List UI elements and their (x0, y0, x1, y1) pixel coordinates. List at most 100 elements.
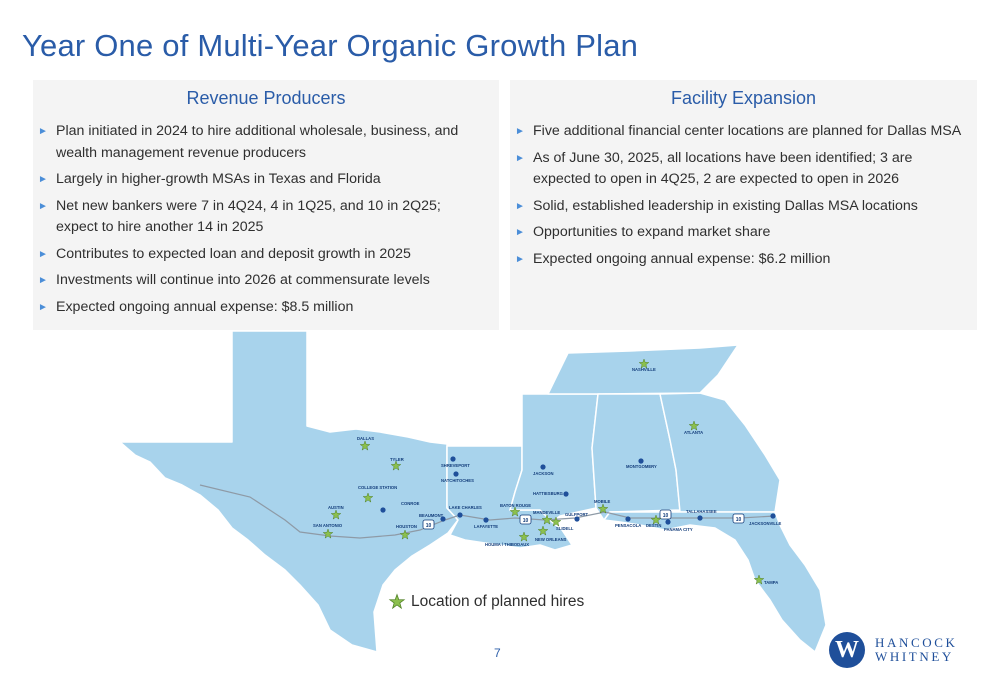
office-dot-icon (770, 513, 776, 519)
bullet-text: Opportunities to expand market share (533, 224, 771, 240)
city-label-college-station: COLLEGE STATION (358, 485, 397, 490)
bullet-item: ► Expected ongoing annual expense: $6.2 m… (510, 249, 963, 271)
bullet-text: As of June 30, 2025, all locations have … (533, 149, 913, 188)
city-label-destin: DESTIN (646, 523, 661, 528)
bullet-arrow-icon: ► (515, 253, 525, 265)
bullet-item: ► Expected ongoing annual expense: $8.5 m… (33, 297, 485, 319)
page-title: Year One of Multi-Year Organic Growth Pl… (22, 28, 639, 63)
route-shield-louisiana: 10 (519, 514, 532, 525)
bullet-arrow-icon: ► (515, 200, 525, 212)
office-dot-icon (483, 517, 489, 523)
office-dot-icon (563, 491, 569, 497)
route-shield-texas: 10 (422, 519, 435, 530)
page-number: 7 (494, 646, 501, 660)
bullet-text: Expected ongoing annual expense: $6.2 mi… (533, 250, 831, 267)
tennessee-shape (547, 344, 739, 395)
office-dot-icon (380, 507, 386, 513)
facility-expansion-panel: Facility Expansion ► Five additional fina… (510, 80, 977, 330)
bullet-item: ► Solid, established leadership in existi… (510, 196, 963, 218)
bullet-text: Plan initiated in 2024 to hire additiona… (56, 123, 459, 161)
bullet-arrow-icon: ► (515, 126, 525, 137)
interstate-10-line (199, 484, 776, 539)
bullet-arrow-icon: ► (515, 227, 525, 238)
office-dot-icon (665, 519, 671, 525)
city-label-jacksonville: JACKSONVILLE (749, 521, 782, 526)
route-10-label: 10 (523, 518, 529, 524)
bullet-item: ► Investments will continue into 2026 at … (33, 270, 485, 292)
bullet-item: ► Opportunities to expand market share (510, 222, 963, 244)
bullet-item: ► Five additional financial center locati… (510, 121, 963, 143)
city-label-san-antonio: SAN ANTONIO (313, 523, 343, 528)
office-dot-icon (638, 458, 644, 464)
bullet-arrow-icon: ► (38, 301, 48, 313)
route-10-label: 10 (736, 517, 742, 523)
bullet-item: ► As of June 30, 2025, all locations have… (510, 148, 963, 191)
city-label-hattiesburg: HATTIESBURG (533, 491, 563, 496)
revenue-producers-list: ► Plan initiated in 2024 to hire addition… (33, 121, 499, 318)
city-label-slidell: SLIDELL (556, 526, 574, 531)
office-dot-icon (625, 516, 631, 522)
route-shield-florida-west: 10 (659, 509, 672, 520)
bullet-item: ► Contributes to expected loan and deposi… (33, 244, 485, 266)
city-label-lake-charles: LAKE CHARLES (449, 505, 482, 510)
bullet-text: Largely in higher-growth MSAs in Texas a… (56, 171, 381, 187)
bullet-arrow-icon: ► (38, 126, 48, 137)
city-label-mandeville: MANDEVILLE (533, 510, 560, 515)
city-label-beaumont: BEAUMONT (419, 513, 444, 518)
logo-mark-icon: W (829, 632, 865, 668)
city-label-atlanta: ATLANTA (684, 430, 703, 435)
facility-expansion-heading: Facility Expansion (670, 88, 817, 108)
texas-shape (119, 330, 459, 653)
city-label-tyler: TYLER (390, 457, 404, 462)
city-label-mobile: MOBILE (594, 499, 610, 504)
office-dot-icon (453, 471, 459, 477)
city-label-houma: HOUMA / THIBODAUX (485, 542, 529, 547)
footprint-map: 10 10 10 10 (119, 330, 827, 653)
florida-shape (603, 511, 827, 653)
bullet-text: Five additional financial center locatio… (533, 123, 962, 139)
logo-wordmark: HANCOCK WHITNEY (875, 636, 957, 664)
city-label-natchitoches: NATCHITOCHES (441, 478, 474, 483)
bullet-arrow-icon: ► (38, 200, 48, 212)
bullet-arrow-icon: ► (38, 248, 48, 260)
logo-line-2: WHITNEY (875, 649, 954, 664)
city-label-gulfport: GULFPORT (565, 512, 588, 517)
bullet-item: ► Plan initiated in 2024 to hire addition… (33, 121, 485, 164)
office-dot-icon (574, 516, 580, 522)
office-dot-icon (440, 516, 446, 522)
bullet-item: ► Largely in higher-growth MSAs in Texas … (33, 169, 485, 191)
city-label-jackson: JACKSON (533, 471, 553, 476)
city-label-new-orleans: NEW ORLEANS (535, 537, 567, 542)
city-label-pensacola: PENSACOLA (615, 523, 641, 528)
route-shield-florida-east: 10 (732, 513, 745, 524)
bullet-text: Solid, established leadership in existin… (533, 197, 918, 214)
city-label-houston: HOUSTON (396, 524, 417, 529)
bullet-text: Expected ongoing annual expense: $8.5 mi… (56, 298, 354, 315)
map-legend: Location of planned hires (388, 593, 584, 611)
bullet-text: Net new bankers were 7 in 4Q24, 4 in 1Q2… (56, 197, 441, 236)
revenue-producers-panel: Revenue Producers ► Plan initiated in 202… (33, 80, 499, 330)
route-10-label: 10 (663, 513, 669, 519)
bullet-text: Investments will continue into 2026 at c… (56, 272, 430, 288)
office-dot-icon (457, 512, 463, 518)
office-dot-icon (697, 515, 703, 521)
revenue-producers-heading: Revenue Producers (186, 88, 346, 108)
city-label-tampa: TAMPA (764, 580, 778, 585)
hancock-whitney-logo: W HANCOCK WHITNEY (829, 632, 957, 668)
city-label-montgomery: MONTGOMERY (626, 464, 657, 469)
city-label-shreveport: SHREVEPORT (441, 463, 470, 468)
bullet-arrow-icon: ► (38, 275, 48, 286)
bullet-arrow-icon: ► (38, 174, 48, 185)
bullet-item: ► Net new bankers were 7 in 4Q24, 4 in 1Q… (33, 196, 485, 239)
planned-hire-star-icon (388, 593, 406, 610)
bullet-text: Contributes to expected loan and deposit… (56, 245, 411, 262)
city-label-dallas: DALLAS (357, 436, 374, 441)
city-label-baton-rouge: BATON ROUGE (500, 503, 531, 508)
georgia-shape (659, 392, 781, 513)
city-label-conroe: CONROE (401, 501, 420, 506)
city-label-austin: AUSTIN (328, 505, 344, 510)
city-label-lafayette: LAFAYETTE (474, 524, 498, 529)
city-label-panama-city: PANAMA CITY (664, 527, 693, 532)
facility-expansion-list: ► Five additional financial center locati… (510, 121, 977, 270)
office-dot-icon (540, 464, 546, 470)
